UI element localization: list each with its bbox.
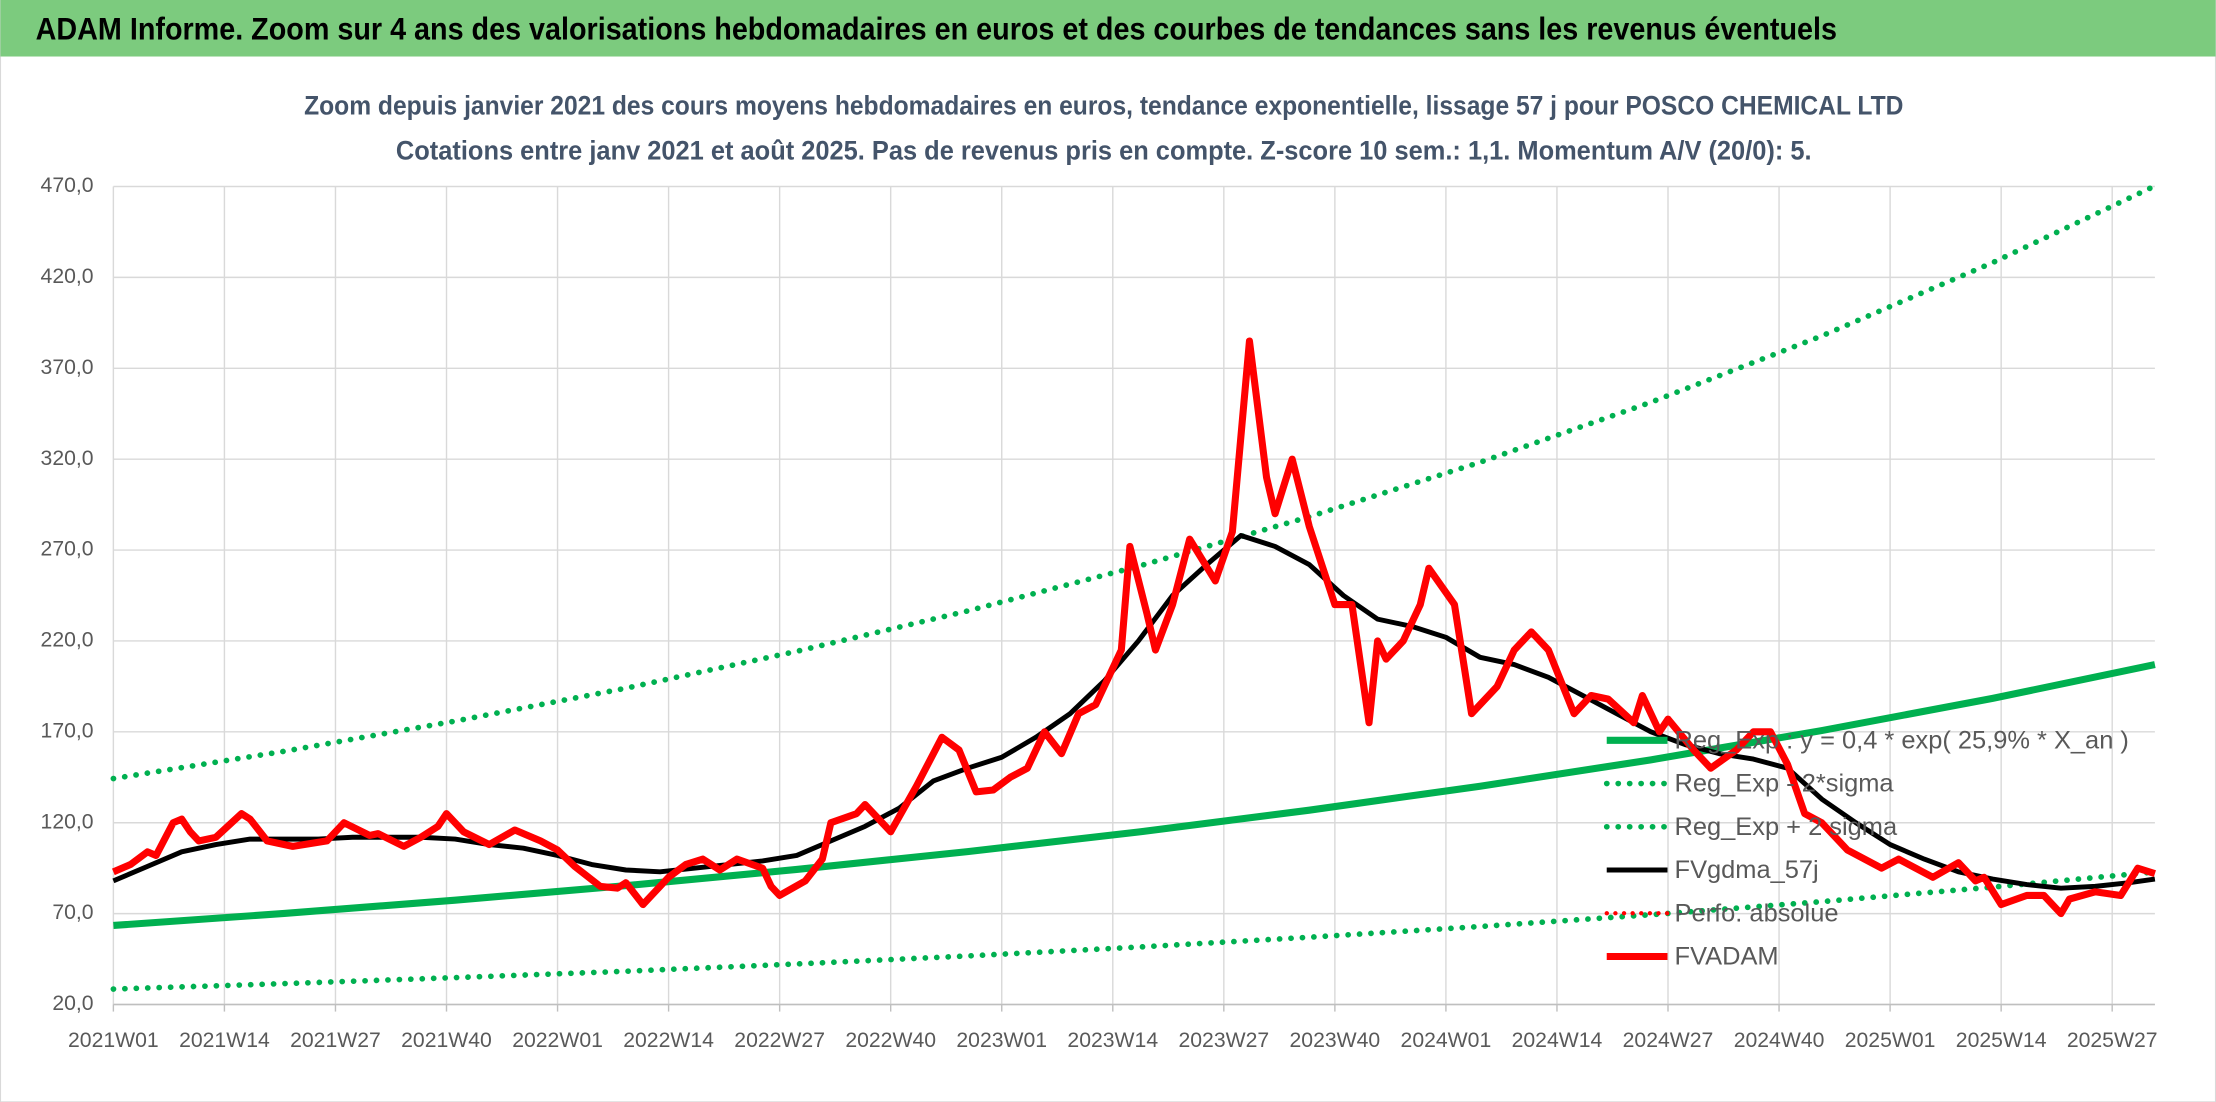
x-tick-label: 2023W14 <box>1067 1029 1158 1052</box>
series-line <box>112 533 2156 891</box>
x-tick-label: 2024W14 <box>1512 1029 1603 1052</box>
series-line <box>110 869 2158 992</box>
grid: 20,0 70,0 120,0 170,0 220,0 270,0 320,0 370,0 42… <box>41 174 2158 1052</box>
legend-label: Reg_Exp - 2*sigma <box>1675 770 1895 798</box>
x-tick-label: 2025W14 <box>1956 1029 2047 1052</box>
x-tick-label: 2021W27 <box>290 1029 381 1052</box>
x-tick-label: 2022W14 <box>623 1029 714 1052</box>
chart-subtitle: Cotations entre janv 2021 et août 2025. … <box>396 136 1812 166</box>
x-tick-label: 2021W40 <box>401 1029 492 1052</box>
chart-title: Zoom depuis janvier 2021 des cours moyen… <box>304 90 1903 120</box>
y-tick-label: 470,0 <box>41 174 94 197</box>
x-tick-label: 2024W01 <box>1401 1029 1492 1052</box>
legend-label: Reg_Exp + 2 sigma <box>1675 813 1898 841</box>
y-tick-label: 120,0 <box>41 810 94 833</box>
plot-area <box>110 183 2158 992</box>
x-tick-label: 2022W01 <box>512 1029 603 1052</box>
y-tick-label: 170,0 <box>41 719 94 742</box>
y-tick-label: 270,0 <box>41 538 94 561</box>
x-tick-label: 2023W27 <box>1178 1029 1269 1052</box>
series-line <box>111 337 2156 918</box>
legend-label: Reg_Exp : y = 0,4 * exp( 25,9% * X_an ) <box>1675 726 2129 754</box>
header-title: ADAM Informe. Zoom sur 4 ans des valoris… <box>36 11 1837 46</box>
series-line <box>113 661 2156 929</box>
x-tick-label: 2025W27 <box>2067 1029 2158 1052</box>
x-tick-label: 2025W01 <box>1845 1029 1936 1052</box>
x-tick-label: 2022W27 <box>734 1029 825 1052</box>
y-tick-label: 220,0 <box>41 629 94 652</box>
y-tick-label: 70,0 <box>52 901 93 924</box>
x-tick-label: 2024W27 <box>1623 1029 1714 1052</box>
x-tick-label: 2023W01 <box>956 1029 1047 1052</box>
x-tick-label: 2023W40 <box>1290 1029 1381 1052</box>
header-bar <box>0 0 2216 57</box>
y-tick-label: 320,0 <box>41 447 94 470</box>
y-tick-label: 20,0 <box>52 992 93 1015</box>
x-tick-label: 2022W40 <box>845 1029 936 1052</box>
legend: Reg_Exp : y = 0,4 * exp( 25,9% * X_an ) R… <box>1603 726 2129 971</box>
legend-label: FVgdma_57j <box>1675 856 1819 884</box>
legend-label: Perfo. absolue <box>1675 899 1839 927</box>
y-tick-label: 370,0 <box>41 356 94 379</box>
x-tick-label: 2024W40 <box>1734 1029 1825 1052</box>
y-tick-label: 420,0 <box>41 265 94 288</box>
x-tick-label: 2021W14 <box>179 1029 270 1052</box>
legend-label: FVADAM <box>1675 943 1779 971</box>
x-tick-label: 2021W01 <box>68 1029 159 1052</box>
